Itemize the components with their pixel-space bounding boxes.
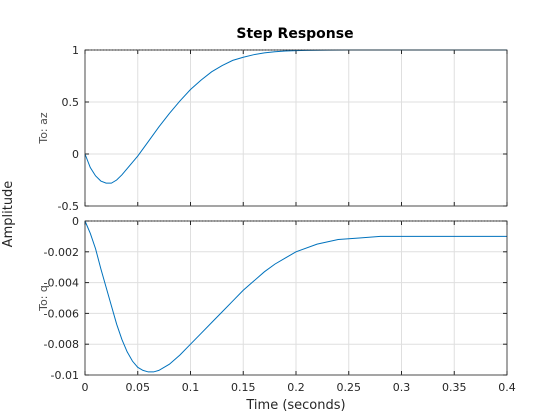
y-axis-title: Amplitude	[1, 181, 16, 248]
x-axis-title: Time (seconds)	[245, 398, 345, 413]
y-tick-label: -0.004	[44, 277, 79, 290]
y-tick-label: -0.008	[44, 338, 79, 351]
y-tick-label: -0.006	[44, 307, 79, 320]
x-tick-label: 0.35	[442, 381, 467, 394]
x-tick-label: 0.25	[337, 381, 362, 394]
plot-frame	[84, 220, 508, 376]
subplot-1: -0.5 0 0.5 1 To: az	[37, 44, 508, 213]
subplot-2: 0 0.05 0.1 0.15 0.2 0.25 0.3 0.35 0.4 -0.01 -0.008…	[37, 215, 516, 394]
x-tick-label: 0.4	[498, 381, 516, 394]
chart-title: Step Response	[236, 26, 353, 42]
x-tick-label: 0.05	[126, 381, 151, 394]
y-tick-label: -0.01	[51, 369, 79, 382]
y-tick-label: 0	[72, 215, 79, 228]
row-label: To: q	[37, 285, 50, 312]
y-tick-label: 0	[72, 148, 79, 161]
response-line	[84, 220, 507, 373]
x-tick-label: 0.2	[287, 381, 305, 394]
y-tick-label: -0.002	[44, 246, 79, 259]
y-tick-label: 0.5	[62, 96, 80, 109]
x-tick-label: 0	[82, 381, 89, 394]
y-tick-label: 1	[72, 44, 79, 57]
subplots-group: -0.5 0 0.5 1 To: az 0 0.05 0.1 0.15 0.2 0.25 0.3 0.3…	[37, 44, 516, 394]
row-label: To: az	[37, 112, 50, 145]
y-tick-label: -0.5	[58, 200, 79, 213]
x-tick-label: 0.3	[393, 381, 411, 394]
plot-frame	[84, 49, 508, 207]
x-tick-label: 0.15	[231, 381, 256, 394]
x-tick-label: 0.1	[182, 381, 200, 394]
